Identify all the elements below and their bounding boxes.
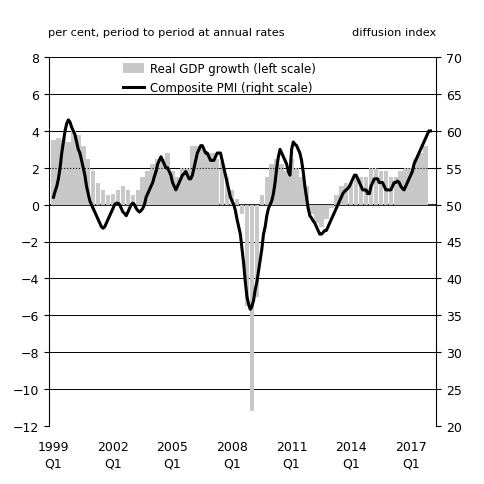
Bar — [398, 172, 402, 205]
Bar — [214, 159, 219, 205]
Bar — [418, 154, 422, 205]
Bar — [279, 165, 284, 205]
Bar — [130, 196, 135, 205]
Text: Q1: Q1 — [401, 456, 419, 469]
Bar — [210, 154, 214, 205]
Bar — [225, 178, 229, 205]
Text: Q1: Q1 — [45, 456, 62, 469]
Bar — [110, 194, 115, 205]
Text: 2002: 2002 — [97, 440, 129, 453]
Text: Q1: Q1 — [282, 456, 300, 469]
Bar — [423, 146, 427, 205]
Bar — [274, 159, 278, 205]
Text: Q1: Q1 — [104, 456, 121, 469]
Text: Q1: Q1 — [163, 456, 181, 469]
Bar — [145, 172, 150, 205]
Bar — [412, 159, 417, 205]
Bar — [101, 191, 105, 205]
Bar — [185, 168, 189, 205]
Bar — [66, 143, 71, 205]
Bar — [106, 196, 110, 205]
Bar — [61, 141, 65, 205]
Bar — [91, 172, 95, 205]
Bar — [125, 191, 130, 205]
Bar — [303, 187, 308, 205]
Bar — [358, 178, 363, 205]
Bar — [373, 168, 378, 205]
Bar — [289, 159, 293, 205]
Bar — [264, 178, 269, 205]
Text: Q1: Q1 — [342, 456, 359, 469]
Bar — [363, 178, 367, 205]
Bar — [314, 205, 318, 224]
Bar — [190, 146, 194, 205]
Bar — [170, 172, 174, 205]
Bar — [343, 183, 348, 205]
Bar — [116, 191, 120, 205]
Bar — [403, 168, 407, 205]
Text: diffusion index: diffusion index — [351, 28, 436, 38]
Bar — [318, 205, 323, 227]
Bar — [239, 205, 244, 214]
Bar — [199, 150, 204, 205]
Bar — [378, 172, 382, 205]
Bar — [76, 136, 80, 205]
Bar — [219, 163, 224, 205]
Text: Q1: Q1 — [223, 456, 241, 469]
Bar — [121, 187, 125, 205]
Bar — [81, 146, 85, 205]
Bar — [86, 159, 91, 205]
Bar — [160, 159, 165, 205]
Text: 1999: 1999 — [38, 440, 69, 453]
Bar — [244, 205, 249, 306]
Bar — [259, 196, 264, 205]
Bar — [368, 168, 373, 205]
Bar — [353, 178, 358, 205]
Text: 2005: 2005 — [156, 440, 188, 453]
Bar — [96, 183, 100, 205]
Bar — [328, 205, 333, 209]
Text: 2011: 2011 — [275, 440, 307, 453]
Bar — [388, 178, 393, 205]
Bar — [229, 191, 234, 205]
Bar — [51, 141, 56, 205]
Text: 2017: 2017 — [394, 440, 426, 453]
Bar — [180, 168, 184, 205]
Bar — [393, 178, 397, 205]
Bar — [294, 168, 298, 205]
Bar — [338, 187, 343, 205]
Bar — [175, 178, 180, 205]
Bar — [348, 183, 353, 205]
Bar — [308, 205, 313, 214]
Bar — [155, 159, 160, 205]
Bar — [333, 196, 338, 205]
Bar — [150, 165, 155, 205]
Legend: Real GDP growth (left scale), Composite PMI (right scale): Real GDP growth (left scale), Composite … — [118, 58, 320, 100]
Bar — [135, 191, 140, 205]
Text: 2014: 2014 — [334, 440, 366, 453]
Bar — [56, 139, 60, 205]
Bar — [299, 178, 303, 205]
Bar — [284, 172, 288, 205]
Text: 2008: 2008 — [216, 440, 247, 453]
Bar — [383, 172, 387, 205]
Bar — [140, 178, 145, 205]
Text: per cent, period to period at annual rates: per cent, period to period at annual rat… — [48, 28, 285, 38]
Bar — [269, 165, 273, 205]
Bar — [249, 205, 254, 411]
Bar — [71, 132, 76, 205]
Bar — [165, 154, 169, 205]
Bar — [195, 146, 199, 205]
Bar — [408, 168, 412, 205]
Bar — [205, 154, 209, 205]
Bar — [234, 200, 239, 205]
Bar — [254, 205, 258, 297]
Bar — [323, 205, 328, 220]
